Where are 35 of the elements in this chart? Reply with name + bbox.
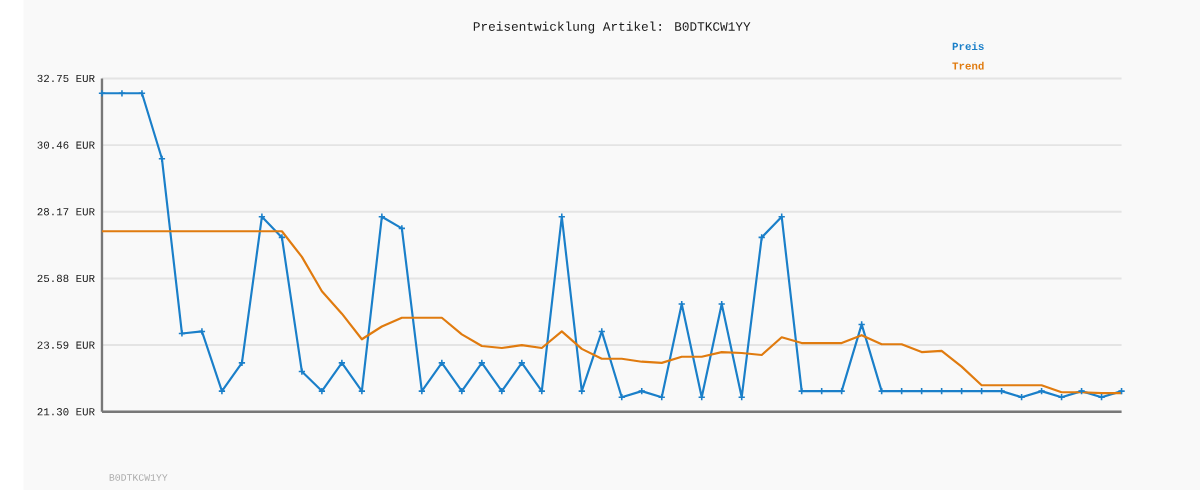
point — [1017, 393, 1026, 402]
point — [277, 233, 286, 242]
point — [1057, 393, 1066, 402]
point — [198, 327, 206, 336]
point — [457, 387, 466, 395]
y-tick-label: 30.46 EUR — [37, 141, 95, 149]
point — [617, 393, 626, 402]
point — [1037, 387, 1046, 395]
y-tick-label: 23.59 EUR — [37, 341, 95, 349]
point — [237, 358, 246, 367]
point — [1097, 393, 1106, 402]
y-tick-label: 32.75 EUR — [37, 74, 95, 82]
point — [317, 387, 326, 395]
y-tick-label: 21.30 EUR — [37, 408, 95, 416]
point — [158, 154, 166, 163]
point — [517, 358, 526, 367]
point — [437, 358, 446, 367]
point — [1077, 387, 1086, 395]
text: Preis — [952, 42, 984, 50]
point — [257, 212, 266, 221]
chart-title: Preisentwicklung Artikel: B0DTKCW1YY — [473, 21, 751, 34]
point — [657, 393, 666, 402]
text: B0DTKCW1YY — [109, 474, 168, 481]
point — [297, 367, 306, 376]
point — [377, 212, 386, 221]
point — [337, 358, 346, 367]
y-tick-label: 25.88 EUR — [37, 274, 95, 282]
point — [637, 387, 646, 395]
point — [497, 387, 506, 395]
text: Trend — [952, 61, 984, 70]
point — [217, 387, 226, 395]
point — [477, 358, 486, 367]
point — [178, 329, 186, 338]
point — [397, 224, 406, 233]
y-tick-label: 28.17 EUR — [37, 208, 95, 216]
